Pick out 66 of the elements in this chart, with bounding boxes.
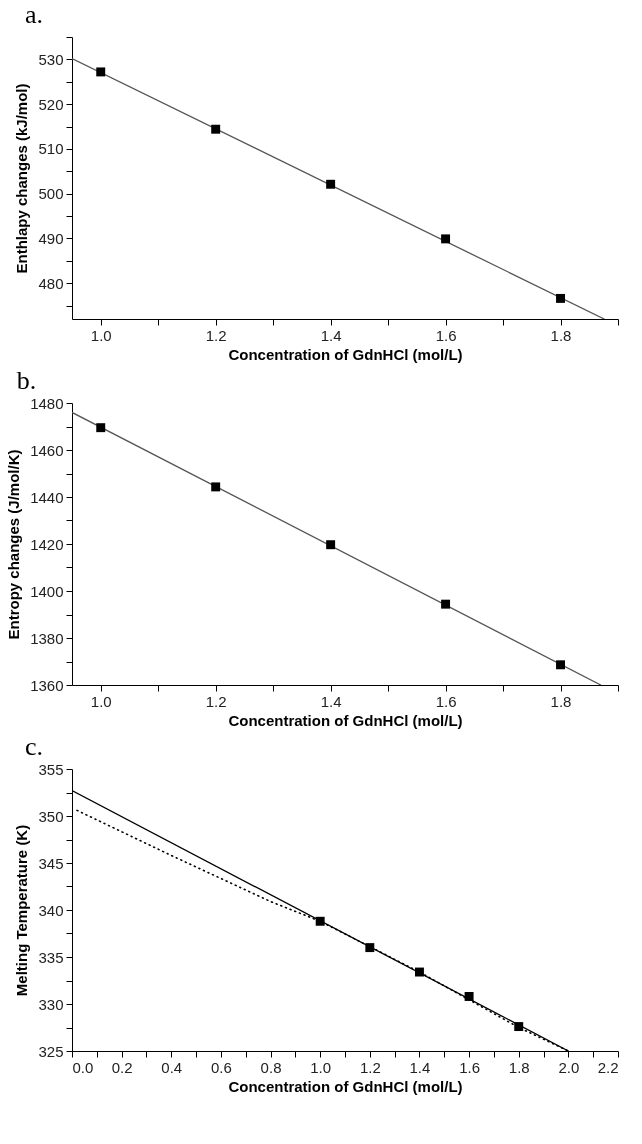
point	[96, 423, 106, 433]
y-tick-label: 1400	[30, 582, 64, 600]
point	[365, 943, 375, 953]
chart-title: c.	[24, 732, 44, 761]
point	[414, 967, 424, 977]
y-tick-label: 335	[38, 948, 64, 966]
y-axis-title: Enthlapy changes (kJ/mol)	[13, 83, 31, 274]
y-tick-label: 500	[38, 185, 64, 203]
x-tick-label: 1.4	[409, 1058, 431, 1076]
y-tick-label: 490	[38, 229, 64, 247]
chart-title: b.	[16, 366, 37, 395]
x-tick-label: 1.2	[205, 326, 227, 344]
point	[514, 1022, 524, 1032]
point	[211, 124, 221, 134]
x-tick-label: 1.4	[320, 692, 342, 710]
point	[211, 482, 221, 492]
y-tick-label: 1380	[30, 629, 64, 647]
chart-title: a.	[24, 0, 44, 29]
y-tick-label: 355	[38, 760, 64, 778]
x-tick-label: 0.6	[210, 1058, 232, 1076]
y-tick-label: 330	[38, 995, 64, 1013]
y-tick-label: 1420	[30, 535, 64, 553]
x-axis-title: Concentration of GdnHCl (mol/L)	[228, 711, 463, 729]
x-tick-label: 1.2	[359, 1058, 381, 1076]
x-tick-label: 0.0	[72, 1058, 94, 1076]
x-axis-title: Concentration of GdnHCl (mol/L)	[228, 345, 463, 363]
x-tick-label: 1.6	[459, 1058, 481, 1076]
x-axis-title: Concentration of GdnHCl (mol/L)	[228, 1077, 463, 1095]
y-tick-label: 1360	[30, 676, 64, 694]
x-tick-label: 1.0	[90, 326, 112, 344]
point	[556, 293, 565, 303]
x-tick-label: 0.4	[161, 1058, 183, 1076]
x-tick-label: 1.8	[550, 326, 572, 344]
x-tick-label: 0.8	[260, 1058, 282, 1076]
x-tick-label: 1.0	[90, 692, 112, 710]
y-tick-label: 340	[38, 901, 64, 919]
x-tick-label: 1.8	[508, 1058, 530, 1076]
y-axis-title: Entropy changes (J/mol/K)	[5, 449, 23, 640]
y-tick-label: 530	[38, 50, 64, 68]
x-tick-label: 1.4	[320, 326, 342, 344]
y-axis-title: Melting Temperature (K)	[13, 824, 31, 997]
x-tick-label: 2.2	[597, 1058, 619, 1076]
x-tick-label: 1.2	[205, 692, 227, 710]
point	[556, 660, 565, 670]
point	[441, 599, 451, 609]
y-tick-label: 1440	[30, 488, 64, 506]
point	[326, 179, 336, 189]
y-tick-label: 325	[38, 1042, 64, 1060]
x-tick-label: 0.2	[111, 1058, 133, 1076]
y-tick-label: 520	[38, 95, 64, 113]
x-tick-label: 1.6	[435, 326, 457, 344]
point	[315, 916, 325, 926]
x-tick-label: 2.0	[558, 1058, 580, 1076]
x-tick-label: 1.0	[310, 1058, 332, 1076]
y-tick-label: 350	[38, 807, 64, 825]
y-tick-label: 345	[38, 854, 64, 872]
point	[326, 540, 336, 550]
y-tick-label: 1460	[30, 441, 64, 459]
point	[96, 67, 106, 77]
y-tick-label: 510	[38, 140, 64, 158]
x-tick-label: 1.8	[550, 692, 572, 710]
y-tick-label: 1480	[30, 394, 64, 412]
y-tick-label: 480	[38, 274, 64, 292]
point	[441, 234, 451, 244]
x-tick-label: 1.6	[435, 692, 457, 710]
point	[464, 992, 474, 1001]
